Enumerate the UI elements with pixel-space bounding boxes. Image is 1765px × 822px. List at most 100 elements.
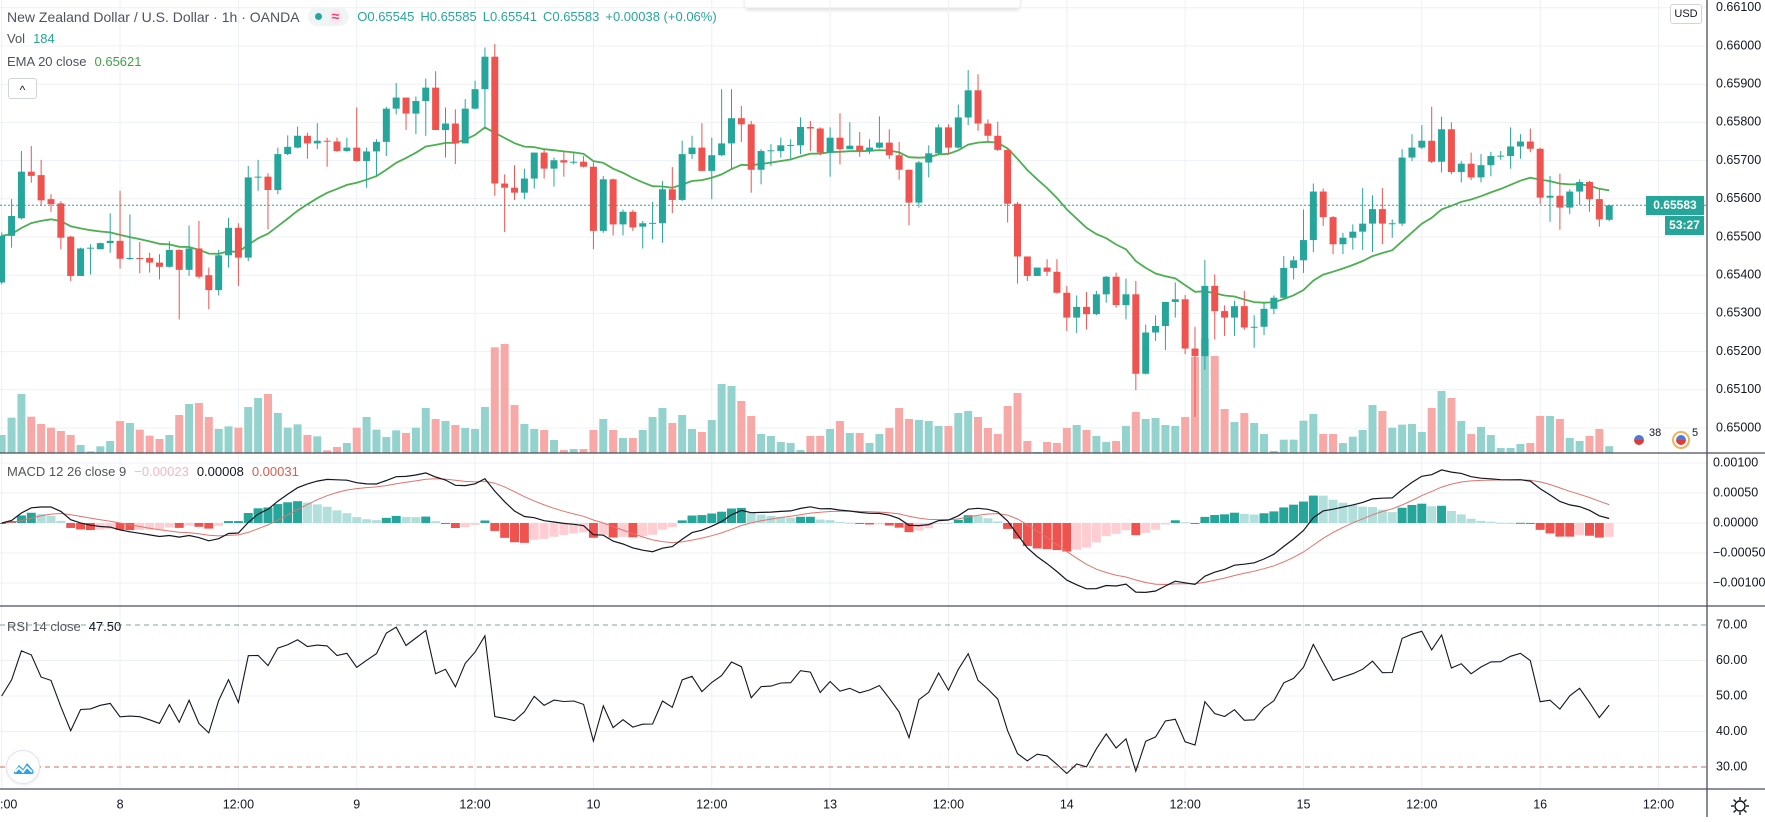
candle[interactable] — [1457, 160, 1465, 183]
candle[interactable] — [284, 135, 292, 156]
candle[interactable] — [1447, 122, 1455, 175]
candle[interactable] — [86, 244, 94, 275]
candle[interactable] — [274, 147, 282, 195]
candle[interactable] — [678, 140, 686, 202]
ema-legend[interactable]: EMA 20 close 0.65621 — [7, 54, 142, 69]
candle[interactable] — [905, 169, 913, 226]
candle[interactable] — [925, 145, 933, 178]
candle[interactable] — [511, 165, 519, 200]
macd-legend[interactable]: MACD 12 26 close 9 −0.00023 0.00008 0.00… — [7, 464, 299, 479]
candle[interactable] — [1280, 256, 1288, 300]
candle[interactable] — [313, 123, 321, 150]
candle[interactable] — [718, 89, 726, 157]
candle[interactable] — [1013, 201, 1021, 284]
candle[interactable] — [234, 223, 242, 286]
candle[interactable] — [1191, 326, 1199, 417]
candle[interactable] — [1398, 149, 1406, 226]
candle[interactable] — [1329, 215, 1337, 255]
candle[interactable] — [432, 71, 440, 131]
candle[interactable] — [77, 247, 85, 276]
candle[interactable] — [382, 106, 390, 157]
volume-legend[interactable]: Vol 184 — [7, 31, 55, 46]
rsi-legend[interactable]: RSI 14 close 47.50 — [7, 619, 121, 634]
candle[interactable] — [37, 159, 45, 207]
candle[interactable] — [471, 80, 479, 110]
candle[interactable] — [57, 201, 65, 250]
candle[interactable] — [363, 147, 371, 188]
candle[interactable] — [1211, 274, 1219, 340]
candle[interactable] — [1526, 128, 1534, 153]
candle[interactable] — [1428, 106, 1436, 164]
candle[interactable] — [195, 220, 203, 279]
candle[interactable] — [1043, 259, 1051, 276]
candle[interactable] — [619, 209, 627, 236]
candle[interactable] — [1418, 125, 1426, 150]
candle[interactable] — [1319, 188, 1327, 226]
candle[interactable] — [333, 137, 341, 152]
candle[interactable] — [649, 201, 657, 240]
candle[interactable] — [1102, 275, 1110, 303]
candle[interactable] — [708, 137, 716, 200]
candle[interactable] — [954, 104, 962, 149]
candle[interactable] — [1260, 303, 1268, 336]
candle[interactable] — [974, 74, 982, 131]
candle[interactable] — [1023, 256, 1031, 281]
candle[interactable] — [451, 109, 459, 165]
candle[interactable] — [757, 149, 765, 185]
settings-gear-icon[interactable] — [1729, 795, 1751, 817]
candle[interactable] — [767, 144, 775, 166]
candle[interactable] — [264, 173, 272, 230]
candle[interactable] — [1349, 224, 1357, 250]
candle[interactable] — [1270, 295, 1278, 315]
candle[interactable] — [984, 119, 992, 142]
candle[interactable] — [935, 124, 943, 155]
candle[interactable] — [146, 252, 154, 273]
candle[interactable] — [106, 213, 114, 253]
currency-badge[interactable]: USD — [1670, 4, 1702, 24]
candle[interactable] — [47, 194, 55, 212]
candle[interactable] — [1359, 188, 1367, 250]
candle[interactable] — [1112, 272, 1120, 308]
candle[interactable] — [1566, 189, 1574, 215]
candle[interactable] — [1438, 116, 1446, 173]
candle[interactable] — [136, 241, 144, 274]
candle[interactable] — [27, 146, 35, 183]
candle[interactable] — [294, 126, 302, 149]
candle[interactable] — [422, 78, 430, 136]
candle[interactable] — [1033, 267, 1041, 276]
collapse-legend-button[interactable]: ^ — [8, 78, 37, 99]
candle[interactable] — [787, 139, 795, 159]
symbol-title[interactable]: New Zealand Dollar / U.S. Dollar · 1h · … — [7, 8, 300, 25]
candle[interactable] — [481, 47, 489, 128]
candle[interactable] — [254, 159, 262, 191]
candle[interactable] — [491, 44, 499, 196]
candle[interactable] — [550, 157, 558, 187]
candle[interactable] — [698, 123, 706, 171]
candle[interactable] — [875, 116, 883, 149]
candle[interactable] — [1388, 219, 1396, 238]
candle[interactable] — [1161, 301, 1169, 351]
candle[interactable] — [846, 122, 854, 150]
candle[interactable] — [599, 175, 607, 233]
candle[interactable] — [964, 70, 972, 126]
economic-event-marker[interactable]: 5 — [1672, 427, 1698, 449]
candle[interactable] — [994, 121, 1002, 152]
candle[interactable] — [1309, 183, 1317, 253]
candle[interactable] — [1339, 232, 1347, 255]
candle[interactable] — [1132, 280, 1140, 391]
candle[interactable] — [225, 217, 233, 268]
candle[interactable] — [96, 242, 104, 250]
candle[interactable] — [1546, 175, 1554, 222]
candle[interactable] — [944, 124, 952, 155]
candle[interactable] — [737, 105, 745, 142]
candle[interactable] — [560, 151, 568, 177]
candle[interactable] — [1378, 188, 1386, 245]
candle[interactable] — [244, 165, 252, 262]
candle[interactable] — [1152, 315, 1160, 341]
candle[interactable] — [1230, 300, 1238, 336]
candle[interactable] — [816, 127, 824, 156]
candle[interactable] — [303, 132, 311, 159]
candle[interactable] — [688, 135, 696, 160]
candle[interactable] — [629, 209, 637, 231]
